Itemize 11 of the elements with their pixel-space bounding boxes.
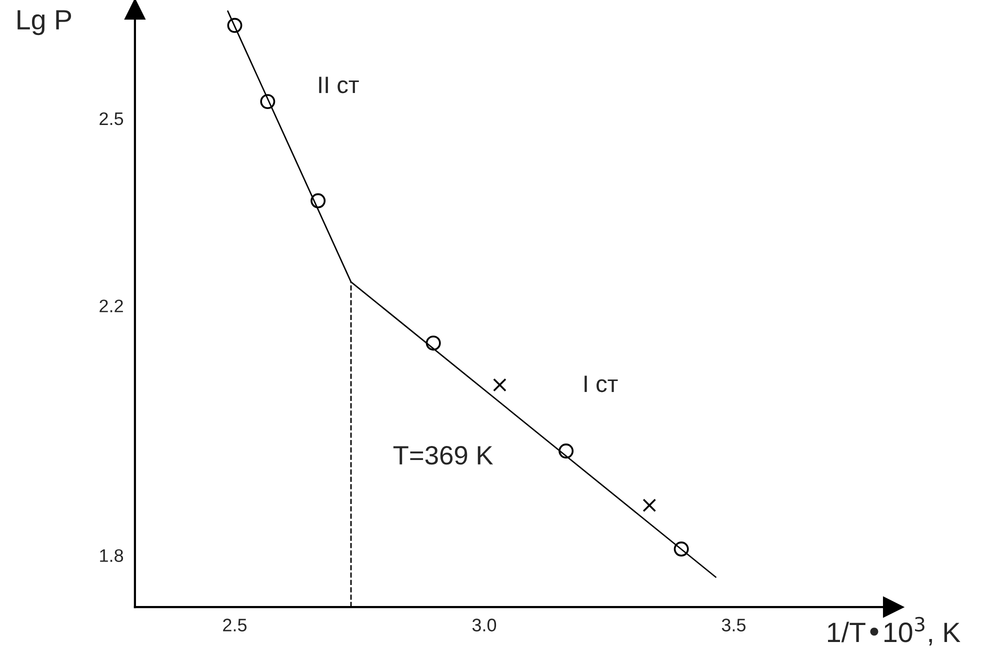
y-tick-label: 2.5 <box>100 112 124 126</box>
annotation: I ст <box>584 376 618 392</box>
x-tick-label: 2.5 <box>223 618 247 632</box>
annotation: II ст <box>319 76 359 94</box>
y-axis-title: Lg P <box>18 10 72 36</box>
x-tick-label: 3.5 <box>722 618 746 632</box>
annotation: T=369 K <box>393 446 494 465</box>
y-tick-label: 2.2 <box>100 300 123 312</box>
x-tick-label: 3.0 <box>472 618 496 632</box>
y-tick-label: 1.8 <box>100 549 124 562</box>
x-axis-title: 1/T•10$^{3}$, K <box>828 616 960 646</box>
